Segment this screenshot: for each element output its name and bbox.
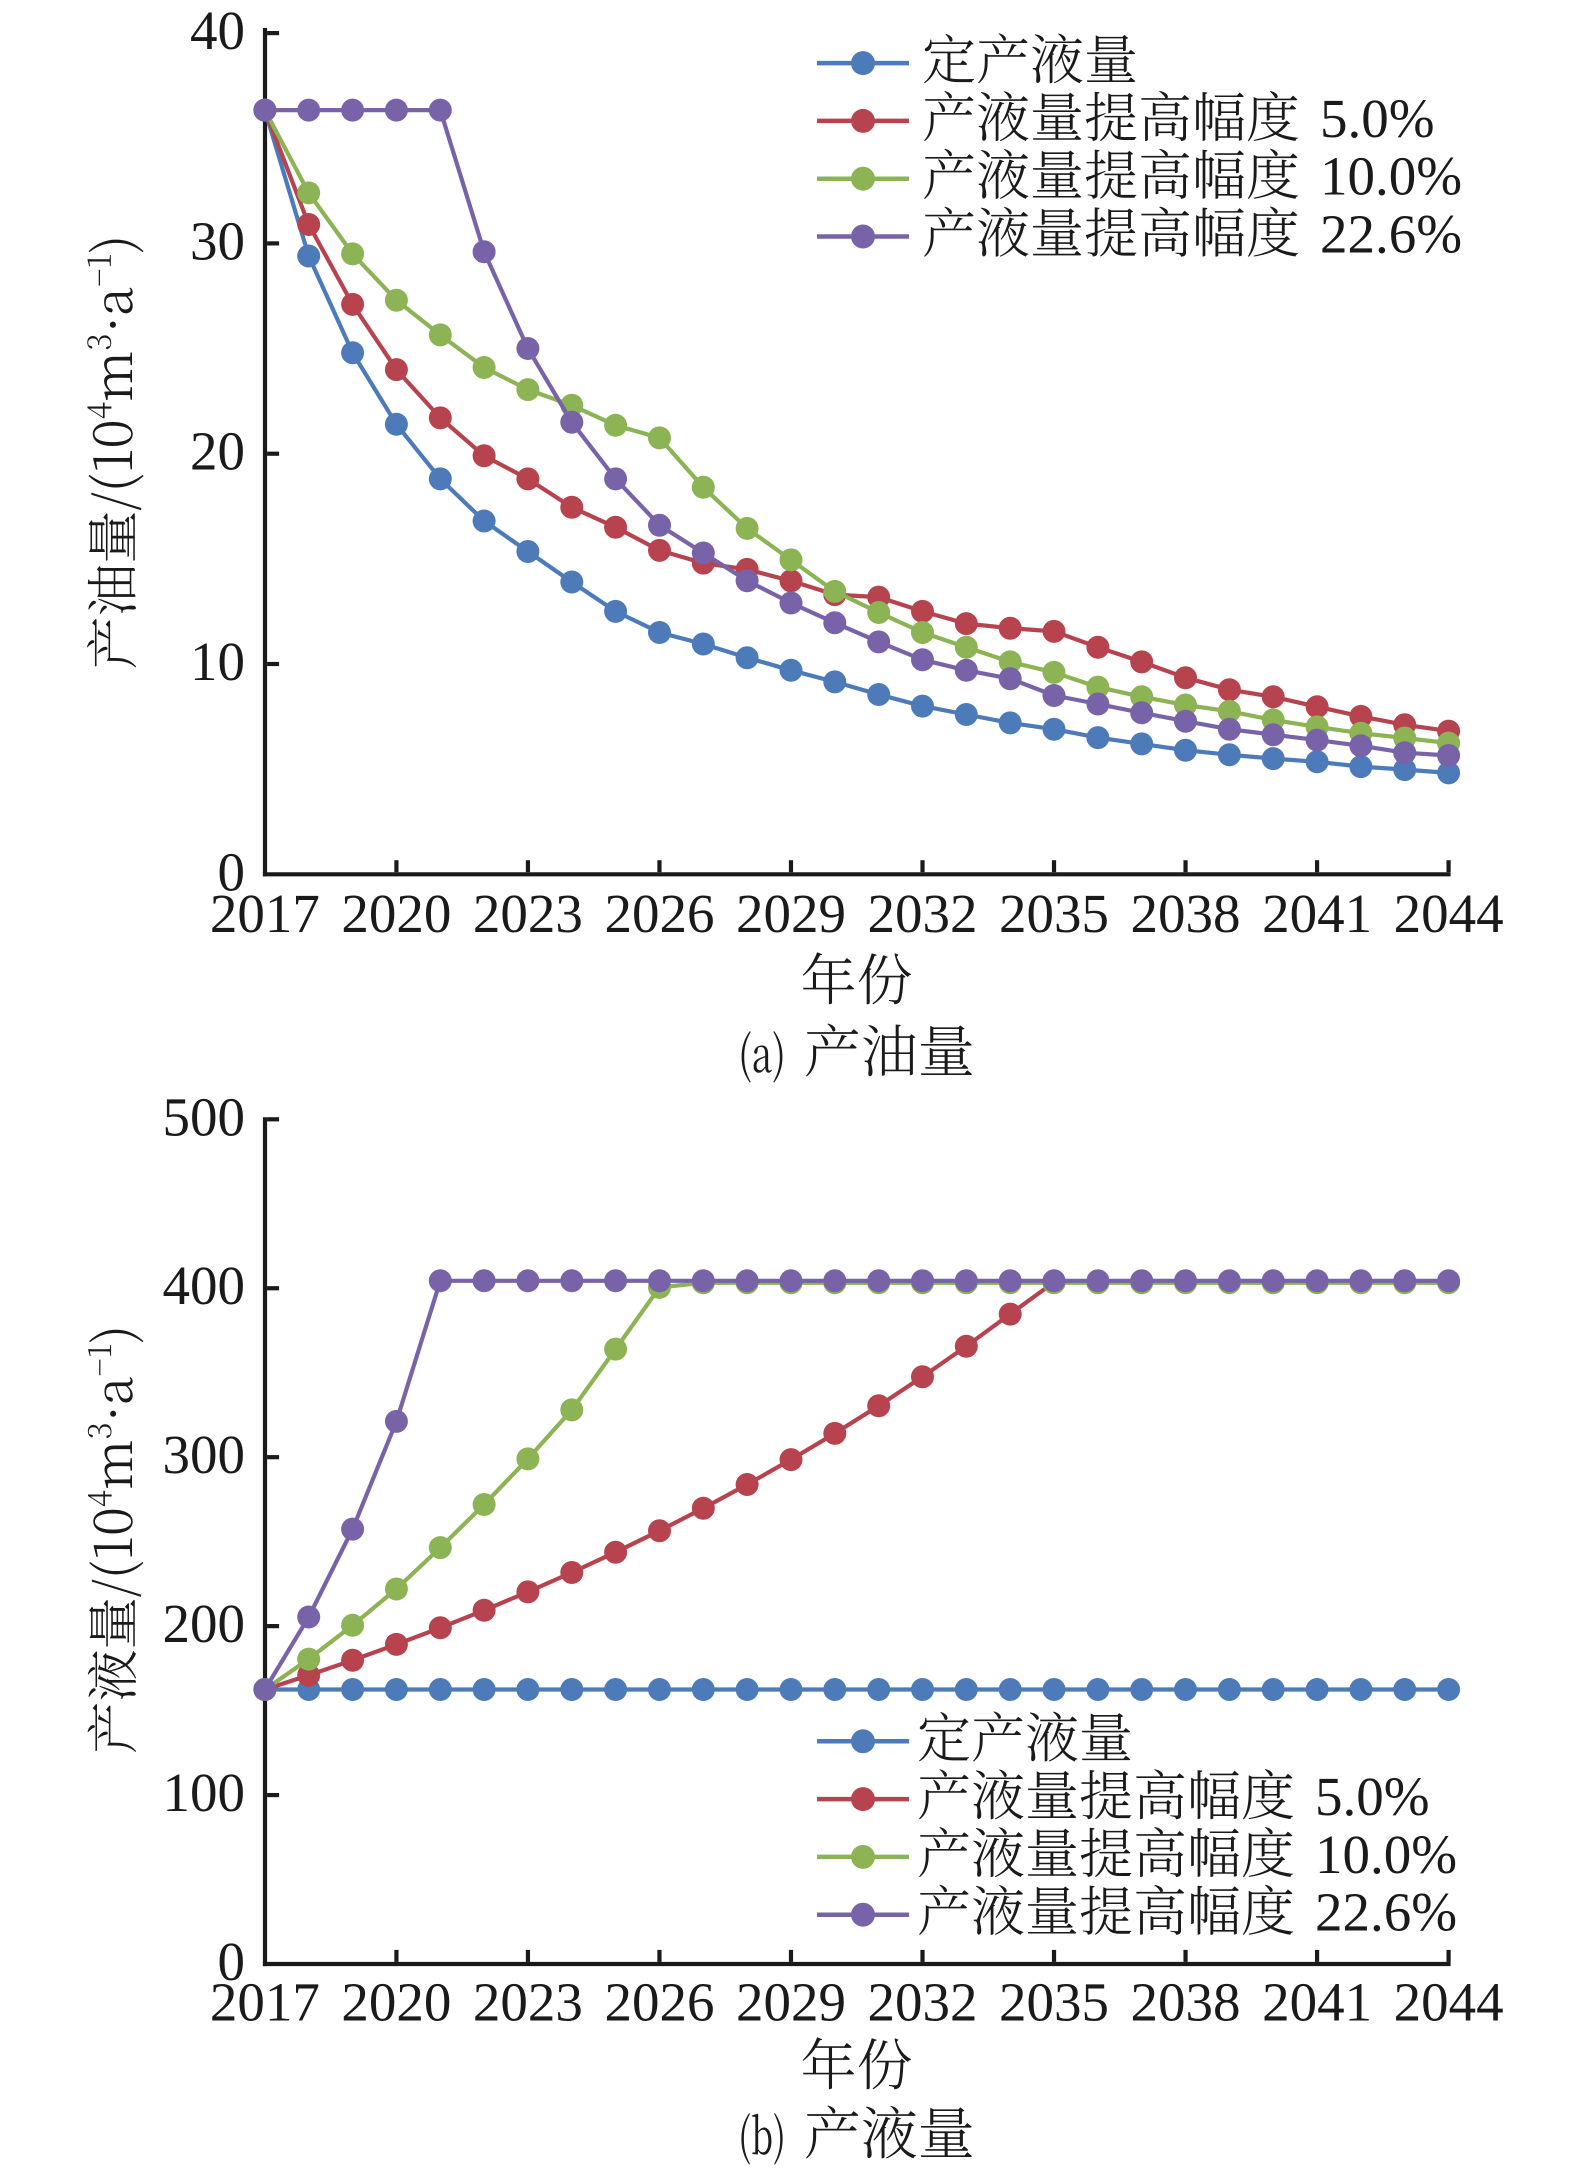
svg-text:2035: 2035 <box>999 1972 1109 2033</box>
svg-text:2026: 2026 <box>605 1972 715 2033</box>
svg-text:2032: 2032 <box>868 1972 978 2033</box>
svg-text:2023: 2023 <box>473 883 583 944</box>
svg-text:2038: 2038 <box>1131 1972 1241 2033</box>
svg-text:22.6%: 22.6% <box>1320 204 1462 265</box>
svg-text:10.0%: 10.0% <box>1320 146 1462 207</box>
svg-text:200: 200 <box>163 1593 246 1654</box>
svg-text:2023: 2023 <box>473 1972 583 2033</box>
svg-text:2020: 2020 <box>341 1972 451 2033</box>
svg-text:2020: 2020 <box>341 883 451 944</box>
svg-text:5.0%: 5.0% <box>1320 88 1435 149</box>
svg-text:2017: 2017 <box>210 1972 320 2033</box>
svg-text:0: 0 <box>218 841 246 902</box>
svg-text:22.6%: 22.6% <box>1315 1882 1457 1943</box>
svg-text:2029: 2029 <box>736 883 846 944</box>
svg-text:5.0%: 5.0% <box>1315 1766 1430 1827</box>
svg-text:20: 20 <box>190 421 245 482</box>
svg-text:30: 30 <box>190 210 245 271</box>
svg-text:2032: 2032 <box>868 883 978 944</box>
svg-text:2041: 2041 <box>1262 1972 1372 2033</box>
svg-text:2041: 2041 <box>1262 883 1372 944</box>
svg-text:2026: 2026 <box>605 883 715 944</box>
svg-text:10: 10 <box>190 631 245 692</box>
svg-text:2017: 2017 <box>210 883 320 944</box>
svg-text:2044: 2044 <box>1394 1972 1504 2033</box>
svg-text:0: 0 <box>218 1931 246 1992</box>
svg-text:2044: 2044 <box>1394 883 1504 944</box>
svg-text:2029: 2029 <box>736 1972 846 2033</box>
svg-text:100: 100 <box>163 1762 246 1823</box>
svg-text:40: 40 <box>190 0 245 61</box>
svg-text:10.0%: 10.0% <box>1315 1824 1457 1885</box>
svg-text:2035: 2035 <box>999 883 1109 944</box>
svg-text:2038: 2038 <box>1131 883 1241 944</box>
svg-text:500: 500 <box>163 1086 246 1147</box>
svg-text:300: 300 <box>163 1424 246 1485</box>
svg-text:400: 400 <box>163 1255 246 1316</box>
